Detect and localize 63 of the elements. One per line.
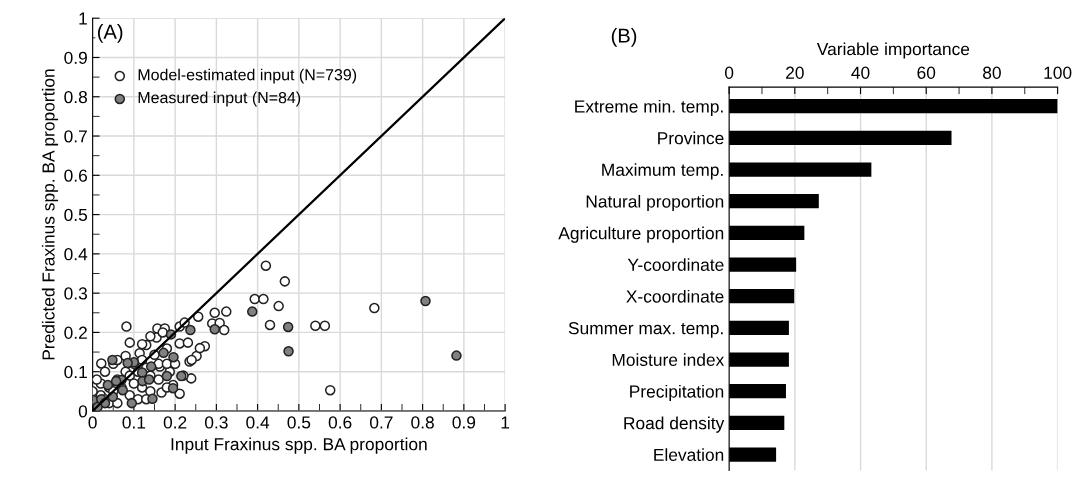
x-tick-label: 0.6 xyxy=(328,416,352,429)
point xyxy=(451,350,462,361)
legend-label: Model-estimated input (N=739) xyxy=(138,68,357,84)
x-tick-label: 100 xyxy=(1044,66,1072,79)
x-tick-label: 0.5 xyxy=(287,416,311,429)
point xyxy=(147,393,158,405)
y-tick-label: 0.3 xyxy=(64,287,87,300)
point xyxy=(143,374,155,385)
y-tick-label: X-coordinate xyxy=(626,289,724,303)
x-tick-label: 0.2 xyxy=(163,416,187,429)
point xyxy=(209,324,220,335)
point xyxy=(420,295,431,307)
x-tick-label: 20 xyxy=(786,66,804,79)
y-tick-label: Province xyxy=(658,131,724,145)
point xyxy=(246,306,258,317)
y-tick-label: Road density xyxy=(624,416,725,433)
y-tick-label: 1 xyxy=(79,12,87,25)
point xyxy=(161,370,173,382)
point xyxy=(158,347,169,359)
x-tick-label: 0.4 xyxy=(246,416,270,429)
y-tick-label: Elevation xyxy=(654,448,724,461)
x-tick-label: 0 xyxy=(88,416,97,429)
point xyxy=(283,346,294,357)
y-tick-label: 0.4 xyxy=(64,248,88,261)
y-tick-label: 0.7 xyxy=(64,130,87,143)
point xyxy=(126,397,138,409)
x-tick-label: 80 xyxy=(983,66,1001,79)
x-axis-title: Input Fraxinus spp. BA proportion xyxy=(171,437,427,454)
y-tick-label: Agriculture proportion xyxy=(558,226,724,243)
x-tick-label: 0.1 xyxy=(122,416,146,429)
point xyxy=(122,357,133,369)
x-tick-label: 0.3 xyxy=(204,416,228,429)
point xyxy=(282,321,294,333)
x-tick-label: 40 xyxy=(851,66,870,79)
y-tick-label: Moisture index xyxy=(612,353,725,366)
y-tick-label: Natural proportion xyxy=(586,194,724,212)
y-tick-label: 0.8 xyxy=(64,90,88,104)
y-tick-label: Extreme min. temp. xyxy=(575,99,723,117)
x-axis-title: Variable importance xyxy=(816,42,970,59)
y-tick-label: 0.2 xyxy=(64,326,87,339)
y-tick-label: 0.5 xyxy=(64,208,88,222)
y-tick-label: 0.6 xyxy=(64,169,87,182)
x-tick-label: 0.7 xyxy=(369,416,393,429)
point xyxy=(185,324,196,336)
x-tick-label: 1 xyxy=(501,416,510,429)
point xyxy=(145,361,157,372)
text: (B) xyxy=(611,27,637,47)
point xyxy=(107,354,118,366)
y-tick-label: 0.9 xyxy=(64,51,87,64)
y-tick-label: Maximum temp. xyxy=(602,163,723,180)
y-tick-label: 0.1 xyxy=(64,365,87,379)
y-tick-label: Y-coordinate xyxy=(627,258,724,271)
legend-label: Measured input (N=84) xyxy=(138,91,301,107)
y-tick-label: Precipitation xyxy=(630,384,724,402)
x-tick-label: 0.8 xyxy=(411,416,434,429)
point xyxy=(168,351,179,363)
y-axis-title: Predicted Fraxinus spp. BA proportion xyxy=(41,69,59,360)
y-tick-label: Summer max. temp. xyxy=(568,322,723,338)
x-tick-label: 0.9 xyxy=(452,416,476,429)
y-tick-label: 0 xyxy=(78,405,88,418)
annotation: (A) xyxy=(98,24,123,43)
x-tick-label: 0 xyxy=(724,66,734,79)
x-tick-label: 60 xyxy=(917,66,936,79)
